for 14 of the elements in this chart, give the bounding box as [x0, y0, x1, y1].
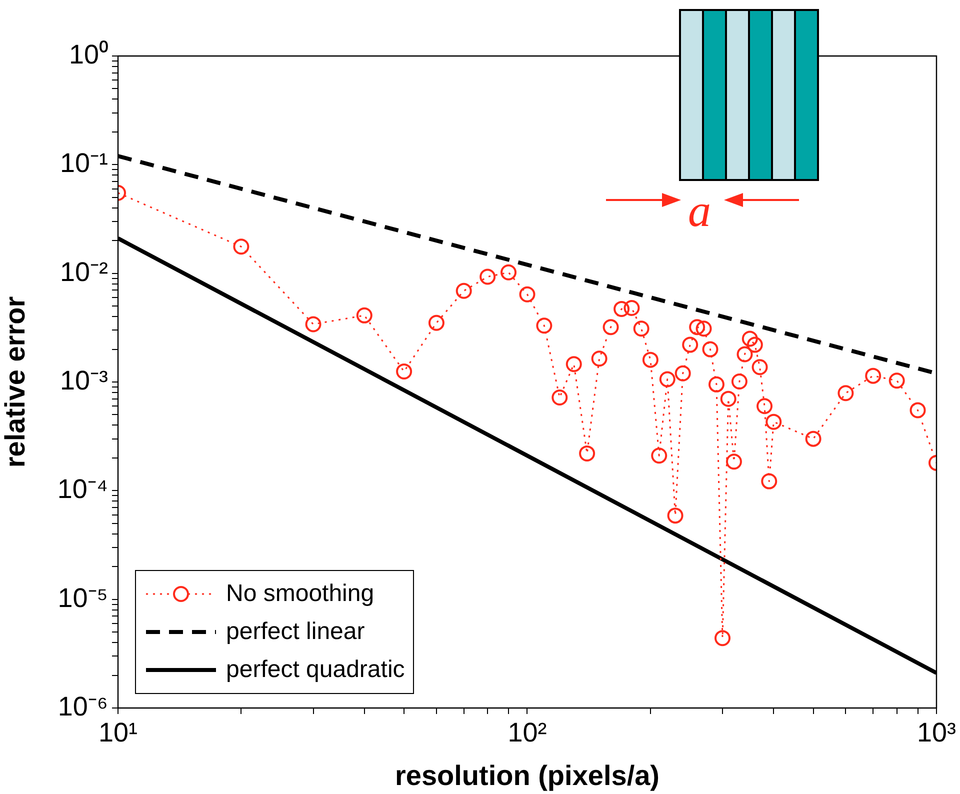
y-tick-label: 10⁻² [60, 256, 108, 287]
y-tick-label: 10⁰ [68, 39, 108, 70]
y-tick-label: 10⁻³ [60, 365, 108, 396]
legend-label: perfect linear [226, 618, 365, 646]
y-tick-label: 10⁻⁵ [58, 582, 108, 613]
legend-label: No smoothing [226, 580, 374, 608]
x-tick-label: 10² [508, 718, 547, 748]
y-tick-label: 10⁻¹ [60, 148, 108, 178]
y-axis-title: relative error [0, 296, 31, 468]
annotation: a [688, 185, 711, 236]
legend-label: perfect quadratic [226, 656, 405, 684]
y-tick-label: 10⁻⁴ [57, 474, 108, 504]
x-tick-label: 10³ [916, 718, 956, 748]
x-axis-title: resolution (pixels/a) [394, 760, 660, 791]
